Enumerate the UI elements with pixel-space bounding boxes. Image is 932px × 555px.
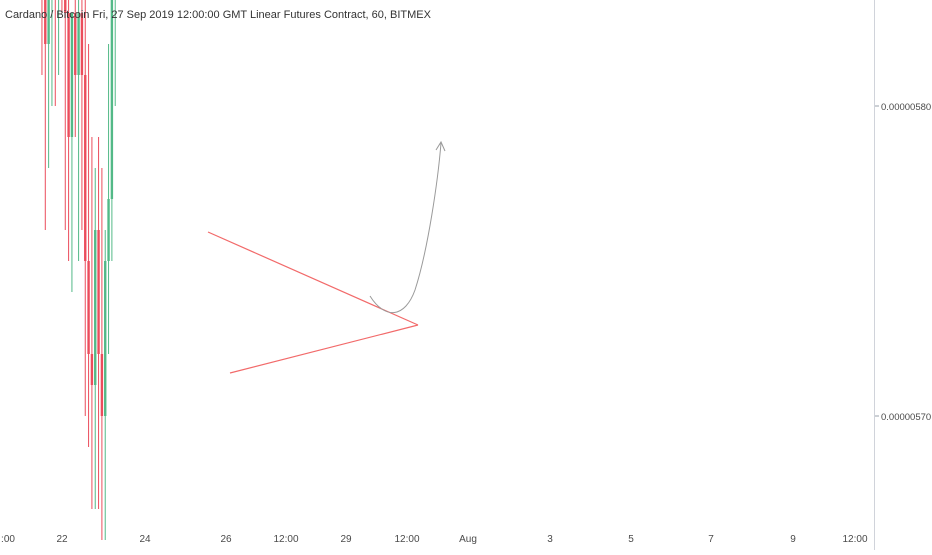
x-tick-label: 12:00 [273,534,298,545]
price-tick-label: 0.00000580 [881,102,931,113]
x-tick-label: 9 [790,534,796,545]
triangle-lower-line [229,324,419,374]
candle-body [80,13,84,75]
candle-body [77,13,80,75]
price-axis-svg: 0.000007300.000007200.000007100.00000700… [875,102,931,423]
candle-body [87,261,90,354]
chart-svg[interactable]: Target: 0.00000048 (7.51%) 48, Amount: 1… [0,0,874,550]
candle-body [64,0,67,13]
x-tick-label: :00 [1,534,15,545]
candle-body [74,13,77,75]
candle-body [70,13,74,137]
candle-body [110,0,114,199]
candle-body [104,261,107,416]
chart-area[interactable]: Target: 0.00000048 (7.51%) 48, Amount: 1… [0,0,874,550]
x-tick-label: 26 [220,534,232,545]
x-tick-label: 22 [56,534,68,545]
x-tick-label: 24 [139,534,151,545]
x-tick-label: Aug [459,534,477,545]
chart-title: Cardano / Bitcoin Fri, 27 Sep 2019 12:00… [5,9,431,21]
x-tick-label: 12:00 [842,534,867,545]
projection-curve [369,142,442,314]
candle-body [47,0,50,44]
candle-body [84,75,87,261]
candle-body [44,0,47,44]
candle-body [100,354,104,416]
x-tick-label: 5 [628,534,634,545]
x-tick-label: 7 [708,534,714,545]
candle-body [107,199,110,261]
triangle-upper-line [207,231,419,326]
x-tick-label: 12:00 [394,534,419,545]
price-axis[interactable]: 0.000007300.000007200.000007100.00000700… [874,0,932,550]
candle-body [94,230,97,385]
x-tick-label: 29 [340,534,352,545]
candle-body [67,13,70,137]
price-tick-label: 0.00000570 [881,412,931,423]
x-tick-label: 3 [547,534,553,545]
candle-body [97,230,100,354]
projection-arrowhead [435,140,446,152]
candle-body [90,354,94,385]
